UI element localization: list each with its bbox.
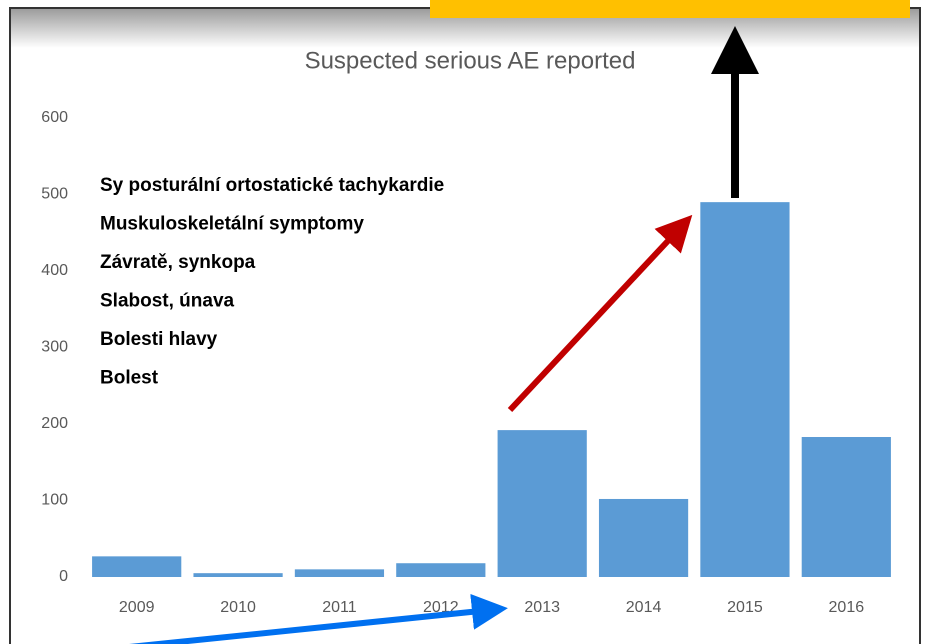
x-tick-label: 2010 [220,599,256,616]
x-tick-label: 2011 [322,599,357,616]
y-tick-label: 400 [41,262,68,279]
x-tick-label: 2013 [524,599,560,616]
annotation: Bolesti hlavy [100,329,218,350]
bar [497,430,587,577]
x-tick-label: 2014 [626,599,662,616]
bar [294,569,385,577]
y-tick-label: 500 [41,186,68,203]
annotation: Muskuloskeletální symptomy [100,214,364,235]
bar [92,556,182,577]
y-tick-label: 100 [41,492,68,509]
callout-box [430,0,910,18]
arrow [507,214,693,413]
bar [700,202,790,577]
annotation: Sy posturální ortostatické tachykardie [100,175,444,196]
x-tick-label: 2009 [119,599,155,616]
y-tick-label: 300 [41,339,68,356]
annotation: Slabost, únava [100,291,235,312]
bar [801,437,891,577]
chart-title: Suspected serious AE reported [305,47,636,74]
y-tick-label: 600 [41,109,68,126]
annotation: Závratě, synkopa [100,252,256,273]
bar [396,563,486,577]
x-tick-label: 2016 [829,599,865,616]
annotation: Bolest [100,368,159,389]
y-tick-label: 200 [41,415,68,432]
bar [598,498,689,577]
arrow [129,593,508,644]
bar [193,573,283,577]
x-tick-label: 2015 [727,599,763,616]
y-tick-label: 0 [59,568,68,585]
